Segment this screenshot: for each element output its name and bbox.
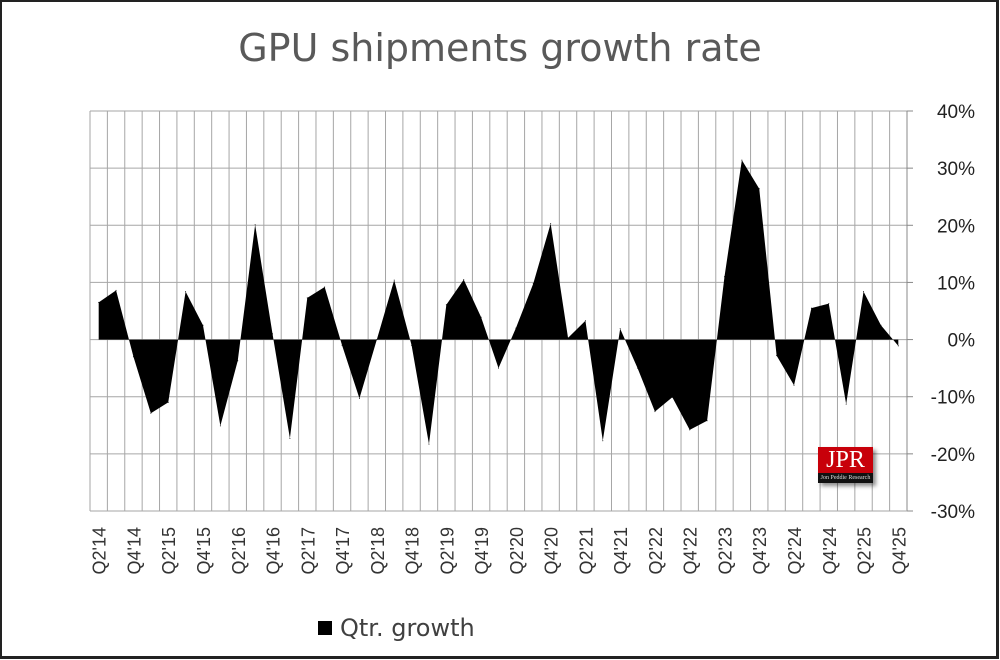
data-point [550, 223, 552, 225]
data-point [515, 327, 517, 329]
x-tick-label: Q2'24 [785, 527, 805, 574]
data-point [167, 401, 169, 403]
x-tick-label: Q4'25 [889, 527, 909, 574]
chart-title: GPU shipments growth rate [238, 26, 762, 70]
legend-label: Qtr. growth [340, 614, 475, 642]
data-point [132, 356, 134, 358]
data-point [376, 339, 378, 341]
data-point [602, 440, 604, 442]
data-point [741, 159, 743, 161]
data-point [254, 224, 256, 226]
data-point [897, 345, 899, 347]
y-tick-label: -10% [931, 388, 975, 409]
data-point [306, 297, 308, 299]
x-tick-label: Q2'14 [90, 527, 110, 574]
data-point [845, 403, 847, 405]
data-point [237, 360, 239, 362]
y-tick-label: 10% [937, 273, 975, 294]
data-point [793, 384, 795, 386]
data-point [445, 304, 447, 306]
x-tick-label: Q4'15 [194, 527, 214, 574]
data-point [341, 344, 343, 346]
data-point [150, 412, 152, 414]
data-point [185, 291, 187, 293]
qtr-growth-area [98, 160, 899, 445]
x-tick-label: Q2'15 [159, 527, 179, 574]
x-tick-label: Q4'18 [403, 527, 423, 574]
data-point [98, 301, 100, 303]
data-point [776, 355, 778, 357]
x-tick-label: Q4'17 [333, 527, 353, 574]
data-point [411, 344, 413, 346]
x-tick-label: Q4'19 [472, 527, 492, 574]
x-tick-label: Q4'21 [611, 527, 631, 574]
legend-swatch [318, 621, 332, 635]
data-point [289, 437, 291, 439]
x-tick-label: Q2'20 [507, 527, 527, 574]
data-point [637, 367, 639, 369]
data-point [202, 324, 204, 326]
logo-text: JPR [818, 447, 873, 473]
data-point [219, 425, 221, 427]
data-point [463, 279, 465, 281]
x-tick-label: Q2'17 [298, 527, 318, 574]
y-tick-label: -30% [931, 502, 975, 523]
data-point [863, 291, 865, 293]
data-point [671, 396, 673, 398]
x-tick-label: Q4'14 [124, 527, 144, 574]
jpr-logo: JPR Jon Peddie Research [818, 447, 873, 483]
data-point [324, 286, 326, 288]
data-point [810, 307, 812, 309]
data-point [272, 333, 274, 335]
data-point [654, 411, 656, 413]
data-point [428, 443, 430, 445]
data-point [706, 420, 708, 422]
data-point [584, 320, 586, 322]
logo-subtext: Jon Peddie Research [818, 473, 873, 483]
y-tick-label: -20% [931, 445, 975, 466]
x-tick-label: Q4'22 [681, 527, 701, 574]
x-tick-label: Q4'24 [820, 527, 840, 574]
data-point [828, 303, 830, 305]
x-tick-label: Q2'22 [646, 527, 666, 574]
data-point [619, 328, 621, 330]
x-tick-label: Q2'21 [576, 527, 596, 574]
y-tick-label: 20% [937, 216, 975, 237]
data-point [498, 367, 499, 369]
data-point [393, 279, 395, 281]
y-tick-label: 0% [948, 331, 976, 352]
x-tick-label: Q2'23 [715, 527, 735, 574]
data-point [480, 316, 482, 318]
x-tick-label: Q4'16 [264, 527, 284, 574]
x-tick-label: Q2'16 [229, 527, 249, 574]
x-tick-label: Q4'23 [750, 527, 770, 574]
data-point [723, 276, 725, 278]
y-tick-label: 40% [937, 102, 975, 123]
y-tick-label: 30% [937, 159, 975, 180]
data-point [689, 429, 691, 431]
data-point [532, 283, 534, 285]
x-tick-label: Q2'18 [368, 527, 388, 574]
data-point [880, 324, 882, 326]
data-point [567, 337, 569, 339]
x-tick-label: Q2'25 [855, 527, 875, 574]
data-point [358, 397, 360, 399]
legend: Qtr. growth [318, 614, 475, 642]
x-tick-label: Q2'19 [437, 527, 457, 574]
data-point [115, 289, 117, 291]
x-tick-label: Q4'20 [542, 527, 562, 574]
data-point [758, 188, 760, 190]
